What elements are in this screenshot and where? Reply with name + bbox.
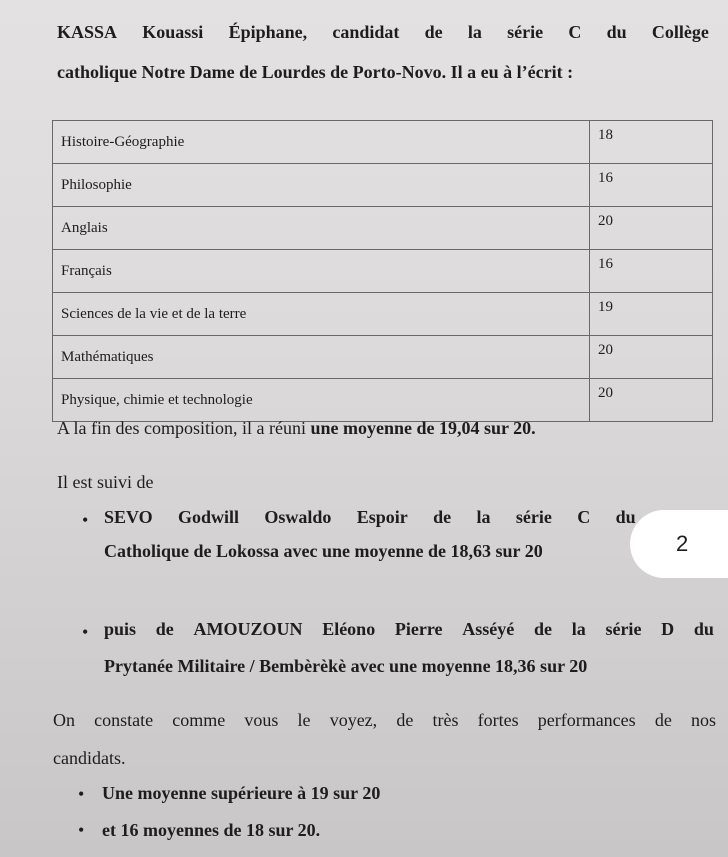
word: performances xyxy=(537,710,636,730)
word: AMOUZOUN xyxy=(193,619,303,639)
word: C xyxy=(577,507,591,527)
table-row: Physique, chimie et technologie 20 xyxy=(52,378,713,422)
runner-2-line-1: puis de AMOUZOUN Eléono Pierre Asséyé de la séri… xyxy=(104,619,714,640)
word: Godwill xyxy=(178,507,240,527)
word: de xyxy=(424,22,443,42)
word: nos xyxy=(690,710,716,730)
badge-label: 2 xyxy=(676,531,689,556)
word: la xyxy=(467,22,482,42)
average-prefix: A la fin des composition, il a réuni xyxy=(57,418,311,438)
word: puis xyxy=(104,619,137,639)
word: la xyxy=(571,619,586,639)
table-row: Français 16 xyxy=(52,249,713,293)
word: de xyxy=(155,619,174,639)
word: SEVO xyxy=(104,507,153,527)
subject-cell: Histoire-Géographie xyxy=(52,120,590,164)
score-cell: 20 xyxy=(589,206,713,250)
score-cell: 20 xyxy=(589,335,713,379)
average-value: une moyenne de 19,04 sur 20. xyxy=(310,418,536,438)
bullet-icon: • xyxy=(82,622,89,642)
word: de xyxy=(534,619,552,639)
word: KASSA xyxy=(57,22,118,42)
word: fortes xyxy=(477,710,519,730)
table-row: Mathématiques 20 xyxy=(52,335,713,379)
word: très xyxy=(432,710,459,730)
word: candidat xyxy=(332,22,400,42)
word: série xyxy=(605,619,642,639)
table-row: Anglais 20 xyxy=(52,206,713,250)
subject-cell: Anglais xyxy=(52,206,590,250)
followed-text: Il est suivi de xyxy=(57,472,154,492)
word: la xyxy=(476,507,491,527)
word: Collège xyxy=(651,22,709,42)
score-cell: 16 xyxy=(589,249,713,293)
intro-line-2: catholique Notre Dame de Lourdes de Port… xyxy=(57,62,574,82)
runner-1-line-2: Catholique de Lokossa avec une moyenne d… xyxy=(104,541,543,561)
average-text: A la fin des composition, il a réuni une… xyxy=(57,418,536,439)
word: D xyxy=(661,619,675,639)
table-row: Sciences de la vie et de la terre 19 xyxy=(52,292,713,336)
subject-cell: Philosophie xyxy=(52,163,590,207)
runner-2-line-2: Prytanée Militaire / Bembèrèkè avec une … xyxy=(104,656,588,676)
table-row: Histoire-Géographie 18 xyxy=(52,120,713,164)
table-row: Philosophie 16 xyxy=(52,163,713,207)
bullet-icon: • xyxy=(82,510,89,530)
word: Asséyé xyxy=(462,619,515,639)
word: C xyxy=(568,22,582,42)
word: Kouassi xyxy=(142,22,204,42)
page-badge: 2 xyxy=(630,510,728,578)
subject-cell: Physique, chimie et technologie xyxy=(52,378,590,422)
score-cell: 18 xyxy=(589,120,713,164)
conclusion-bullet-2: et 16 moyennes de 18 sur 20. xyxy=(102,820,321,840)
word: Eléono xyxy=(322,619,376,639)
word: Espoir xyxy=(356,507,408,527)
word: Pierre xyxy=(394,619,443,639)
word: série xyxy=(515,507,552,527)
subject-cell: Français xyxy=(52,249,590,293)
score-cell: 16 xyxy=(589,163,713,207)
score-cell: 19 xyxy=(589,292,713,336)
bullet-icon: • xyxy=(78,820,85,840)
subject-cell: Mathématiques xyxy=(52,335,590,379)
conclusion-bullet-1: Une moyenne supérieure à 19 sur 20 xyxy=(102,783,381,803)
word: du xyxy=(606,22,627,42)
score-cell: 20 xyxy=(589,378,713,422)
word: du xyxy=(693,619,714,639)
word: Épiphane, xyxy=(228,22,308,42)
word: constate xyxy=(94,710,154,730)
word: série xyxy=(507,22,544,42)
word: le xyxy=(297,710,311,730)
conclusion-line-1: On constate comme vous le voyez, de très fortes p… xyxy=(53,710,716,731)
grades-table: Histoire-Géographie 18 Philosophie 16 Anglai… xyxy=(52,120,713,422)
word: de xyxy=(396,710,414,730)
conclusion-line-2: candidats. xyxy=(53,748,126,768)
word: du xyxy=(615,507,636,527)
word: vous xyxy=(244,710,279,730)
word: de xyxy=(654,710,672,730)
subject-cell: Sciences de la vie et de la terre xyxy=(52,292,590,336)
word: de xyxy=(433,507,452,527)
word: comme xyxy=(172,710,226,730)
word: Oswaldo xyxy=(264,507,332,527)
word: On xyxy=(53,710,75,730)
bullet-icon: • xyxy=(78,784,85,804)
word: voyez, xyxy=(329,710,378,730)
